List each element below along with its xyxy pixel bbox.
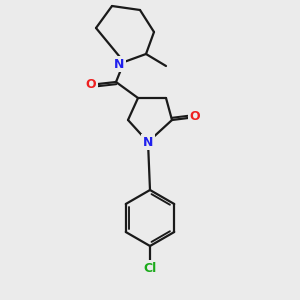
Text: O: O xyxy=(190,110,200,124)
Text: O: O xyxy=(86,79,96,92)
Text: N: N xyxy=(114,58,124,70)
Text: N: N xyxy=(143,136,153,148)
Text: Cl: Cl xyxy=(143,262,157,275)
